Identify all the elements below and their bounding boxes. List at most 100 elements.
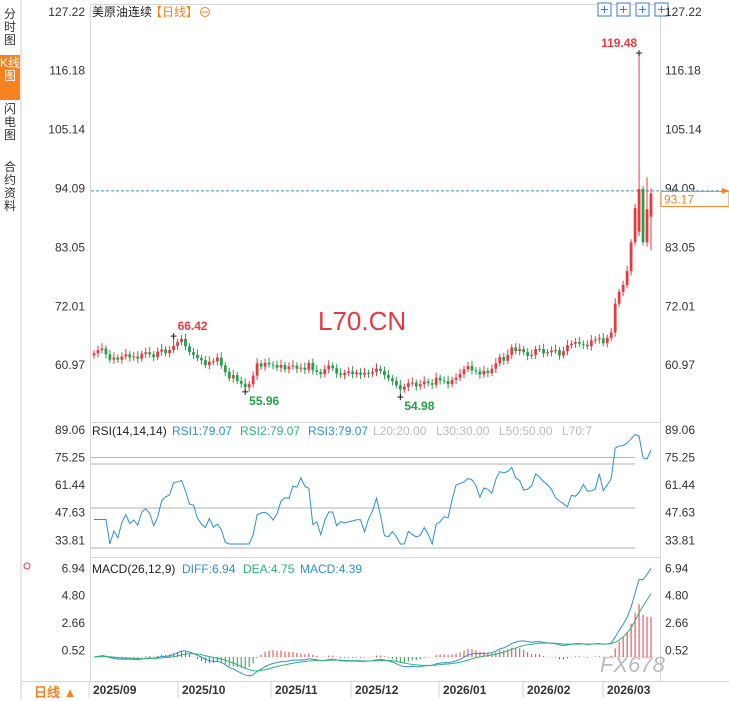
macd-value-num: 6.94: [212, 562, 236, 576]
side-tab-0[interactable]: 分时图: [3, 7, 16, 47]
colon: :: [199, 424, 202, 438]
candle-body: [570, 343, 573, 346]
colon: :: [335, 562, 338, 576]
side-tab-3[interactable]: 合约资料: [3, 160, 16, 213]
candle-body: [144, 352, 148, 354]
candle-body: [335, 368, 339, 374]
y-tick-left: 116.18: [49, 64, 85, 78]
candle-body: [331, 365, 335, 369]
period-selector-button[interactable]: 日线 ▲: [34, 684, 77, 700]
candle-body: [637, 189, 641, 232]
x-tick-label: 2025/09: [93, 683, 137, 697]
rsi-pane-frame: [90, 422, 661, 558]
candle-body: [510, 347, 514, 355]
candle-body: [319, 371, 323, 375]
side-tab-1[interactable]: K线图: [0, 55, 20, 100]
candle-body: [176, 342, 179, 346]
candle-body: [462, 369, 466, 375]
candle-body: [295, 365, 299, 369]
fullscreen-icon[interactable]: [654, 2, 669, 17]
bar-tool-icon[interactable]: [635, 2, 650, 17]
macd-y-tick-right: 6.94: [665, 561, 689, 575]
candle-body: [184, 338, 187, 347]
candle-body: [152, 354, 156, 357]
rsi-line-0: L20:20.00: [373, 424, 427, 438]
candle-body: [215, 357, 219, 362]
rsi-series-value: 79.07: [338, 424, 368, 438]
candle-body: [263, 362, 267, 367]
y-tick-right: 83.05: [665, 240, 695, 254]
candle-body: [474, 370, 478, 372]
rsi-line-name: L50: [499, 424, 519, 438]
candle-body: [450, 379, 454, 385]
macd-value-name: DIFF: [182, 562, 209, 576]
candle-body: [379, 368, 382, 371]
candle-body: [597, 338, 601, 340]
rsi-series-2: RSI3:79.07: [308, 424, 368, 438]
current-price-label: 93.17: [664, 192, 694, 206]
candle-body: [251, 375, 255, 385]
candle-body: [156, 351, 160, 357]
expand-icon[interactable]: [616, 2, 631, 17]
rsi-y-tick-right: 33.81: [665, 533, 695, 547]
candle-body: [446, 381, 450, 385]
candle-body: [589, 340, 593, 347]
macd-value-name: DEA: [243, 562, 268, 576]
candle-body: [502, 357, 506, 361]
candle-body: [327, 365, 331, 370]
chart-title: 美原油连续: [92, 4, 152, 19]
candle-body: [426, 381, 430, 384]
rsi-line-name: L20: [373, 424, 393, 438]
rsi-y-tick-right: 75.25: [665, 451, 695, 465]
candle-body: [291, 365, 295, 367]
candle-body: [458, 374, 462, 378]
candle-body: [601, 338, 605, 344]
candle-body: [307, 362, 311, 370]
candle-body: [180, 338, 183, 343]
colon: :: [335, 424, 338, 438]
rsi-line-value: 50.00: [522, 424, 552, 438]
candle-body: [418, 384, 422, 387]
rsi-y-tick-left: 33.81: [55, 533, 85, 547]
candle-body: [550, 350, 553, 353]
candle-body: [522, 349, 526, 353]
candle-body: [526, 352, 530, 356]
candle-body: [486, 370, 490, 373]
candle-body: [92, 353, 96, 356]
candle-body: [132, 356, 136, 358]
rsi-series-1: RSI2:79.07: [240, 424, 300, 438]
candle-body: [466, 366, 470, 370]
macd-y-tick-right: 2.66: [665, 616, 689, 630]
candle-body: [279, 365, 283, 368]
macd-value-num: 4.75: [271, 562, 295, 576]
candle-body: [391, 378, 394, 381]
crosshair-icon[interactable]: [597, 2, 612, 17]
extreme-label: 54.98: [404, 399, 434, 413]
candle-body: [339, 373, 343, 376]
candle-body: [538, 349, 541, 350]
colon: :: [268, 562, 271, 576]
x-tick-label: 2026/02: [527, 683, 571, 697]
y-tick-left: 83.05: [55, 240, 85, 254]
candle-body: [649, 193, 653, 217]
candle-body: [140, 353, 144, 359]
current-price-box: [660, 190, 729, 207]
macd-label: MACD(26,12,9): [92, 562, 175, 576]
candle-body: [243, 383, 247, 388]
rsi-series-value: 79.07: [202, 424, 232, 438]
rsi-series-name: RSI1: [172, 424, 199, 438]
extreme-label: 55.96: [249, 394, 279, 408]
colon: :: [456, 424, 459, 438]
candle-body: [593, 339, 597, 341]
candle-body: [168, 350, 171, 354]
candle-body: [359, 372, 362, 375]
candle-body: [585, 344, 589, 347]
candle-body: [323, 369, 327, 375]
candle-body: [613, 303, 617, 333]
candle-body: [577, 342, 581, 344]
candle-body: [303, 367, 307, 370]
side-tab-2[interactable]: 闪电图: [3, 102, 16, 142]
candle-body: [259, 363, 263, 367]
candle-body: [617, 291, 621, 304]
candle-body: [514, 347, 518, 352]
